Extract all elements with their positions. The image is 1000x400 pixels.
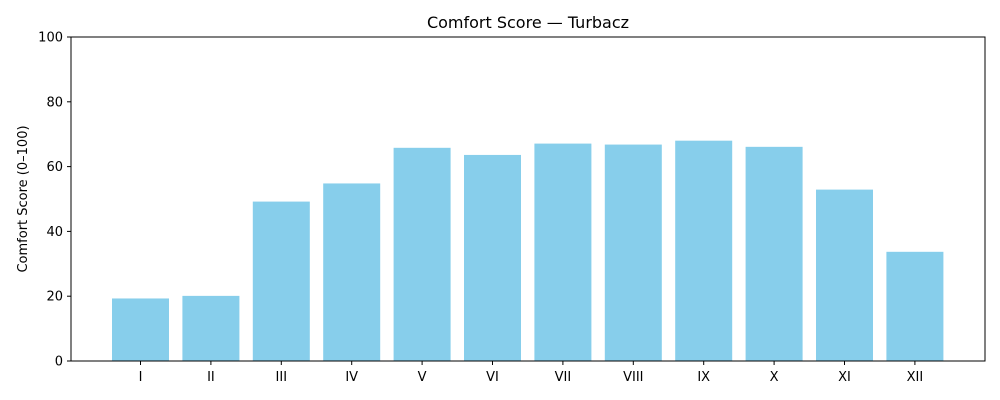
bar-V (393, 147, 451, 361)
x-tick-label: IX (697, 370, 710, 385)
x-tick-label: VIII (623, 370, 643, 385)
bar-I (112, 298, 169, 361)
x-ticks-group: I II III IV V VI VII VIII IX X XI XII (139, 361, 924, 385)
y-tick-label: 100 (38, 31, 63, 46)
y-tick-label: 0 (55, 355, 63, 370)
x-tick-label: XI (838, 370, 851, 385)
bar-XII (886, 251, 944, 361)
y-tick-label: 80 (46, 95, 63, 110)
x-tick-label: II (207, 370, 215, 385)
x-tick-label: X (770, 370, 779, 385)
bar-IV (323, 183, 381, 361)
y-tick-label: 20 (46, 290, 63, 305)
x-tick-label: V (418, 370, 427, 385)
x-tick-label: VII (555, 370, 572, 385)
y-axis-title: Comfort Score (0–100) (16, 125, 31, 272)
x-tick-label: I (139, 370, 143, 385)
bar-III (252, 201, 310, 361)
x-tick-label: III (276, 370, 288, 385)
bar-X (745, 146, 803, 361)
bar-IX (675, 140, 733, 361)
bar-VI (464, 154, 521, 361)
bar-II (182, 295, 240, 361)
x-tick-label: IV (345, 370, 358, 385)
x-tick-label: XII (907, 370, 924, 385)
bar-VII (534, 143, 592, 361)
chart-title: Comfort Score — Turbacz (427, 13, 629, 32)
bar-VIII (604, 144, 662, 361)
bars-group (112, 140, 944, 361)
y-tick-label: 40 (46, 225, 63, 240)
y-tick-label: 60 (46, 160, 63, 175)
y-ticks-group: 0 20 40 60 80 100 (38, 31, 71, 370)
plot-frame (70, 36, 986, 362)
bar-XI (816, 189, 873, 361)
x-tick-label: VI (486, 370, 499, 385)
